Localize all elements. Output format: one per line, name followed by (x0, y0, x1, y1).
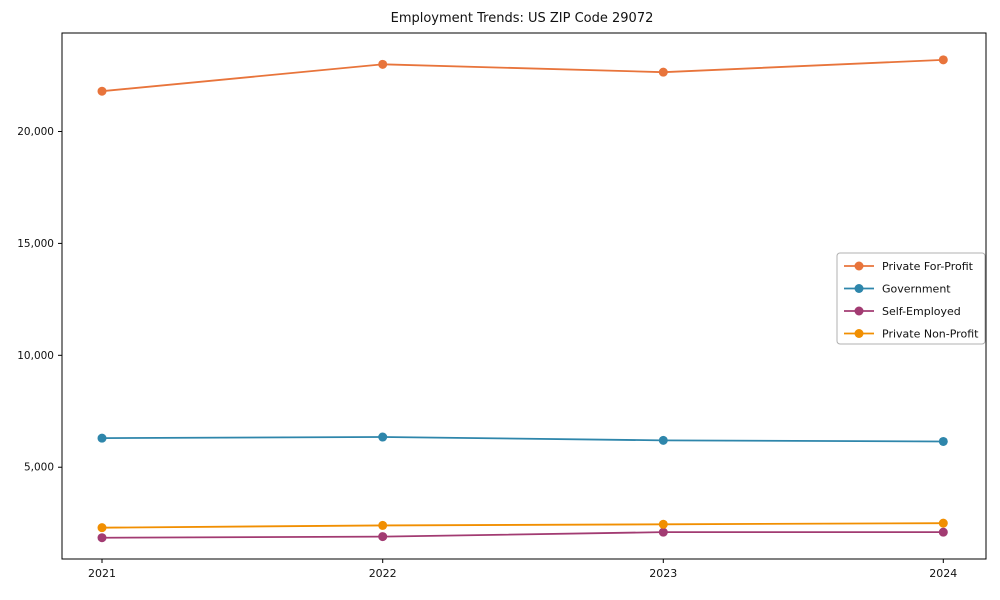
data-point-private-non-profit-2023 (658, 519, 668, 529)
data-point-government-2023 (658, 435, 668, 445)
series-line-private-for-profit (101, 58, 944, 93)
data-point-private-for-profit-2021 (97, 86, 107, 96)
y-tick-label: 20,000 (17, 126, 54, 138)
data-point-private-non-profit-2021 (97, 523, 107, 533)
data-point-self-employed-2024 (938, 527, 948, 537)
legend-swatch-marker-self-employed (854, 306, 864, 316)
legend-label-self-employed: Self-Employed (882, 305, 961, 318)
data-point-private-for-profit-2023 (658, 67, 668, 77)
legend-label-private-non-profit: Private Non-Profit (882, 327, 979, 340)
data-point-government-2022 (378, 432, 388, 442)
data-point-private-for-profit-2022 (378, 59, 388, 69)
legend-swatch-marker-government (854, 284, 864, 293)
data-point-government-2021 (97, 433, 107, 443)
legend-label-government: Government (882, 282, 951, 295)
series-line-private-non-profit (101, 522, 944, 529)
data-point-government-2024 (938, 436, 948, 446)
plot-frame (61, 32, 987, 560)
chart-title: Employment Trends: US ZIP Code 29072 (391, 11, 654, 26)
x-tick-label: 2024 (929, 567, 957, 580)
data-point-private-for-profit-2024 (938, 55, 948, 65)
x-tick-label: 2023 (649, 567, 677, 580)
y-tick-label: 15,000 (17, 238, 54, 250)
data-point-private-non-profit-2024 (938, 518, 948, 528)
data-point-self-employed-2023 (658, 527, 668, 537)
data-point-private-non-profit-2022 (378, 520, 388, 530)
y-tick-label: 5,000 (24, 462, 54, 474)
legend-swatch-marker-private-non-profit (854, 329, 864, 338)
data-point-self-employed-2022 (378, 532, 388, 542)
series-line-self-employed (101, 531, 944, 539)
legend-box (836, 252, 986, 345)
x-tick-label: 2022 (369, 567, 397, 580)
x-tick-label: 2021 (88, 567, 116, 580)
series-line-government (101, 436, 944, 443)
legend-swatch-marker-private-for-profit (854, 261, 864, 271)
legend-label-private-for-profit: Private For-Profit (882, 260, 974, 273)
data-point-self-employed-2021 (97, 533, 107, 543)
y-tick-label: 10,000 (17, 350, 54, 362)
